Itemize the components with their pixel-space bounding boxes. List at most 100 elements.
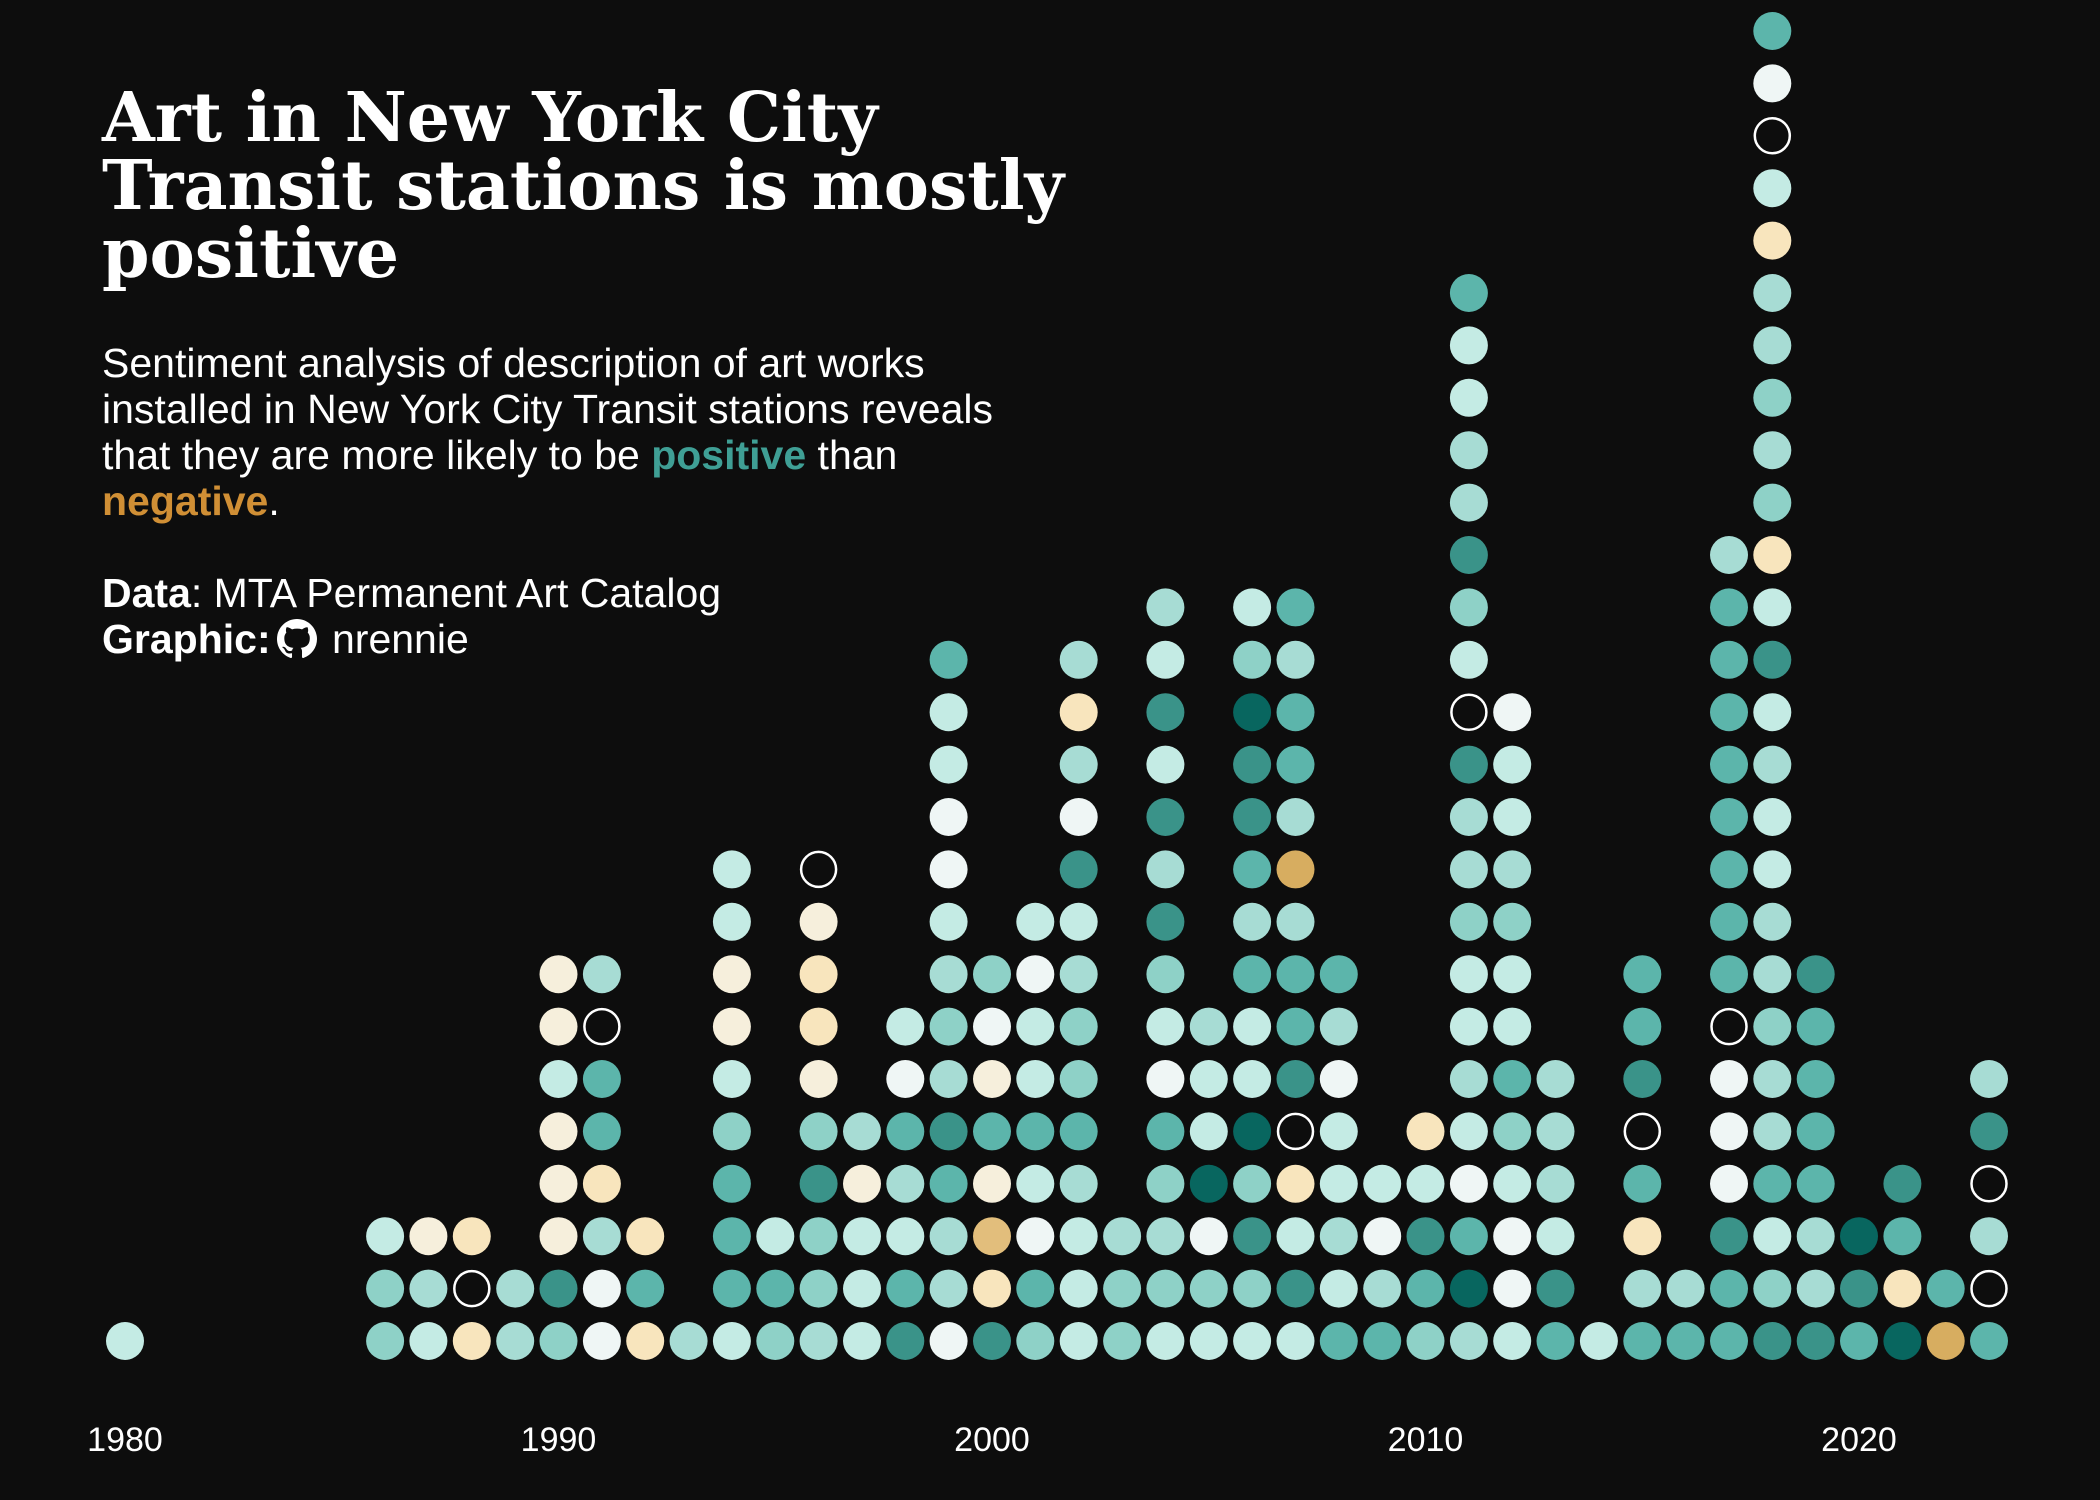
dot-1990-2 bbox=[539, 1217, 578, 1256]
dot-2012-8 bbox=[1493, 902, 1532, 941]
dot-2018-19 bbox=[1753, 326, 1792, 365]
dot-2007-4 bbox=[1276, 1112, 1315, 1151]
dot-2012-12 bbox=[1493, 693, 1532, 732]
dot-2004-7 bbox=[1146, 955, 1185, 994]
dot-2002-3 bbox=[1059, 1164, 1098, 1203]
dot-2008-2 bbox=[1319, 1217, 1358, 1256]
dot-2011-9 bbox=[1449, 850, 1488, 889]
positive-word: positive bbox=[651, 432, 807, 478]
dot-2006-8 bbox=[1233, 902, 1272, 941]
dot-1996-6 bbox=[799, 1007, 838, 1046]
dot-1991-2 bbox=[582, 1217, 621, 1256]
dot-2004-14 bbox=[1146, 588, 1185, 627]
data-label: Data bbox=[102, 570, 191, 616]
dot-2020-0 bbox=[1840, 1322, 1878, 1360]
dot-1992-1 bbox=[626, 1269, 665, 1308]
dot-2007-2 bbox=[1276, 1217, 1315, 1256]
dot-2004-5 bbox=[1146, 1060, 1185, 1098]
title-line-3: positive bbox=[102, 214, 400, 294]
dot-1999-1 bbox=[929, 1269, 968, 1308]
dot-2008-5 bbox=[1319, 1060, 1358, 1098]
dot-2015-3 bbox=[1623, 1164, 1662, 1203]
dot-2004-6 bbox=[1146, 1007, 1185, 1046]
dot-2018-12 bbox=[1753, 693, 1792, 732]
dot-1993-0 bbox=[669, 1322, 708, 1360]
dot-2011-18 bbox=[1449, 378, 1488, 417]
dot-2004-11 bbox=[1146, 745, 1185, 784]
dot-2011-12 bbox=[1450, 693, 1488, 731]
dot-2017-4 bbox=[1710, 1112, 1748, 1151]
title-line-1: Art in New York City bbox=[102, 78, 878, 158]
dot-2017-1 bbox=[1710, 1269, 1748, 1308]
subtitle-end: . bbox=[268, 478, 280, 524]
dot-1997-1 bbox=[843, 1269, 881, 1308]
dot-1995-1 bbox=[756, 1269, 795, 1308]
dot-2012-0 bbox=[1493, 1322, 1532, 1360]
dot-2011-10 bbox=[1449, 798, 1488, 836]
dot-2001-4 bbox=[1016, 1112, 1055, 1151]
dot-2004-13 bbox=[1146, 640, 1185, 679]
dot-1994-9 bbox=[712, 850, 751, 889]
dot-2012-9 bbox=[1493, 850, 1532, 889]
dot-2011-0 bbox=[1449, 1322, 1488, 1360]
dots-layer bbox=[106, 12, 2008, 1360]
dot-2001-5 bbox=[1016, 1060, 1055, 1098]
dot-2018-20 bbox=[1753, 274, 1792, 312]
dot-2001-2 bbox=[1016, 1217, 1055, 1256]
dot-2010-1 bbox=[1406, 1269, 1445, 1308]
dot-2007-8 bbox=[1276, 902, 1315, 941]
dot-1990-4 bbox=[539, 1112, 578, 1151]
dot-2002-4 bbox=[1059, 1112, 1098, 1151]
dot-1990-7 bbox=[539, 955, 578, 994]
dot-2023-2 bbox=[1970, 1217, 2008, 1256]
dot-2022-0 bbox=[1926, 1322, 1965, 1360]
dot-2011-19 bbox=[1449, 326, 1488, 365]
dot-2017-6 bbox=[1710, 1007, 1748, 1046]
dot-2015-4 bbox=[1623, 1112, 1662, 1151]
dot-2012-3 bbox=[1493, 1164, 1532, 1203]
dot-2000-4 bbox=[973, 1112, 1011, 1151]
dot-1999-5 bbox=[929, 1060, 968, 1098]
dot-2011-5 bbox=[1449, 1060, 1488, 1098]
subtitle-line-2: installed in New York City Transit stati… bbox=[102, 386, 994, 432]
x-tick-1990: 1990 bbox=[521, 1421, 597, 1459]
dot-1990-1 bbox=[539, 1269, 578, 1308]
dot-2007-0 bbox=[1276, 1322, 1315, 1360]
dot-2006-5 bbox=[1233, 1060, 1272, 1098]
dot-2004-3 bbox=[1146, 1164, 1185, 1203]
dot-2023-5 bbox=[1970, 1060, 2008, 1098]
dot-2006-3 bbox=[1233, 1164, 1272, 1203]
dot-2002-11 bbox=[1059, 745, 1098, 784]
dot-2006-14 bbox=[1233, 588, 1272, 627]
dot-2019-4 bbox=[1796, 1112, 1835, 1151]
dot-1995-0 bbox=[756, 1322, 795, 1360]
dot-2007-1 bbox=[1276, 1269, 1315, 1308]
dot-2010-2 bbox=[1406, 1217, 1445, 1256]
subtitle-line-3-post: than bbox=[806, 432, 898, 478]
dot-2018-16 bbox=[1753, 483, 1792, 522]
dot-2012-7 bbox=[1493, 955, 1532, 994]
dot-2012-10 bbox=[1493, 798, 1532, 836]
dot-2013-3 bbox=[1536, 1164, 1575, 1203]
dot-2013-0 bbox=[1536, 1322, 1575, 1360]
data-value: : MTA Permanent Art Catalog bbox=[190, 570, 722, 616]
dot-1996-1 bbox=[799, 1269, 838, 1308]
subtitle-line-3: that they are more likely to be positive… bbox=[102, 432, 1202, 478]
dot-2000-1 bbox=[973, 1269, 1011, 1308]
dot-2011-16 bbox=[1449, 483, 1488, 522]
dot-2007-5 bbox=[1276, 1060, 1315, 1098]
subtitle-line-3-pre: that they are more likely to be bbox=[102, 432, 652, 478]
dot-2018-11 bbox=[1753, 745, 1792, 784]
dot-1998-4 bbox=[886, 1112, 925, 1151]
dot-2002-12 bbox=[1059, 693, 1098, 732]
dot-2016-1 bbox=[1666, 1269, 1705, 1308]
dot-2004-1 bbox=[1146, 1269, 1185, 1308]
dot-2006-12 bbox=[1233, 693, 1272, 732]
dot-2001-7 bbox=[1016, 955, 1055, 994]
dot-2013-1 bbox=[1536, 1269, 1575, 1308]
x-tick-2010: 2010 bbox=[1388, 1421, 1464, 1459]
dot-2007-9 bbox=[1276, 850, 1315, 889]
dot-2011-15 bbox=[1449, 536, 1488, 574]
dot-2018-22 bbox=[1753, 169, 1792, 208]
